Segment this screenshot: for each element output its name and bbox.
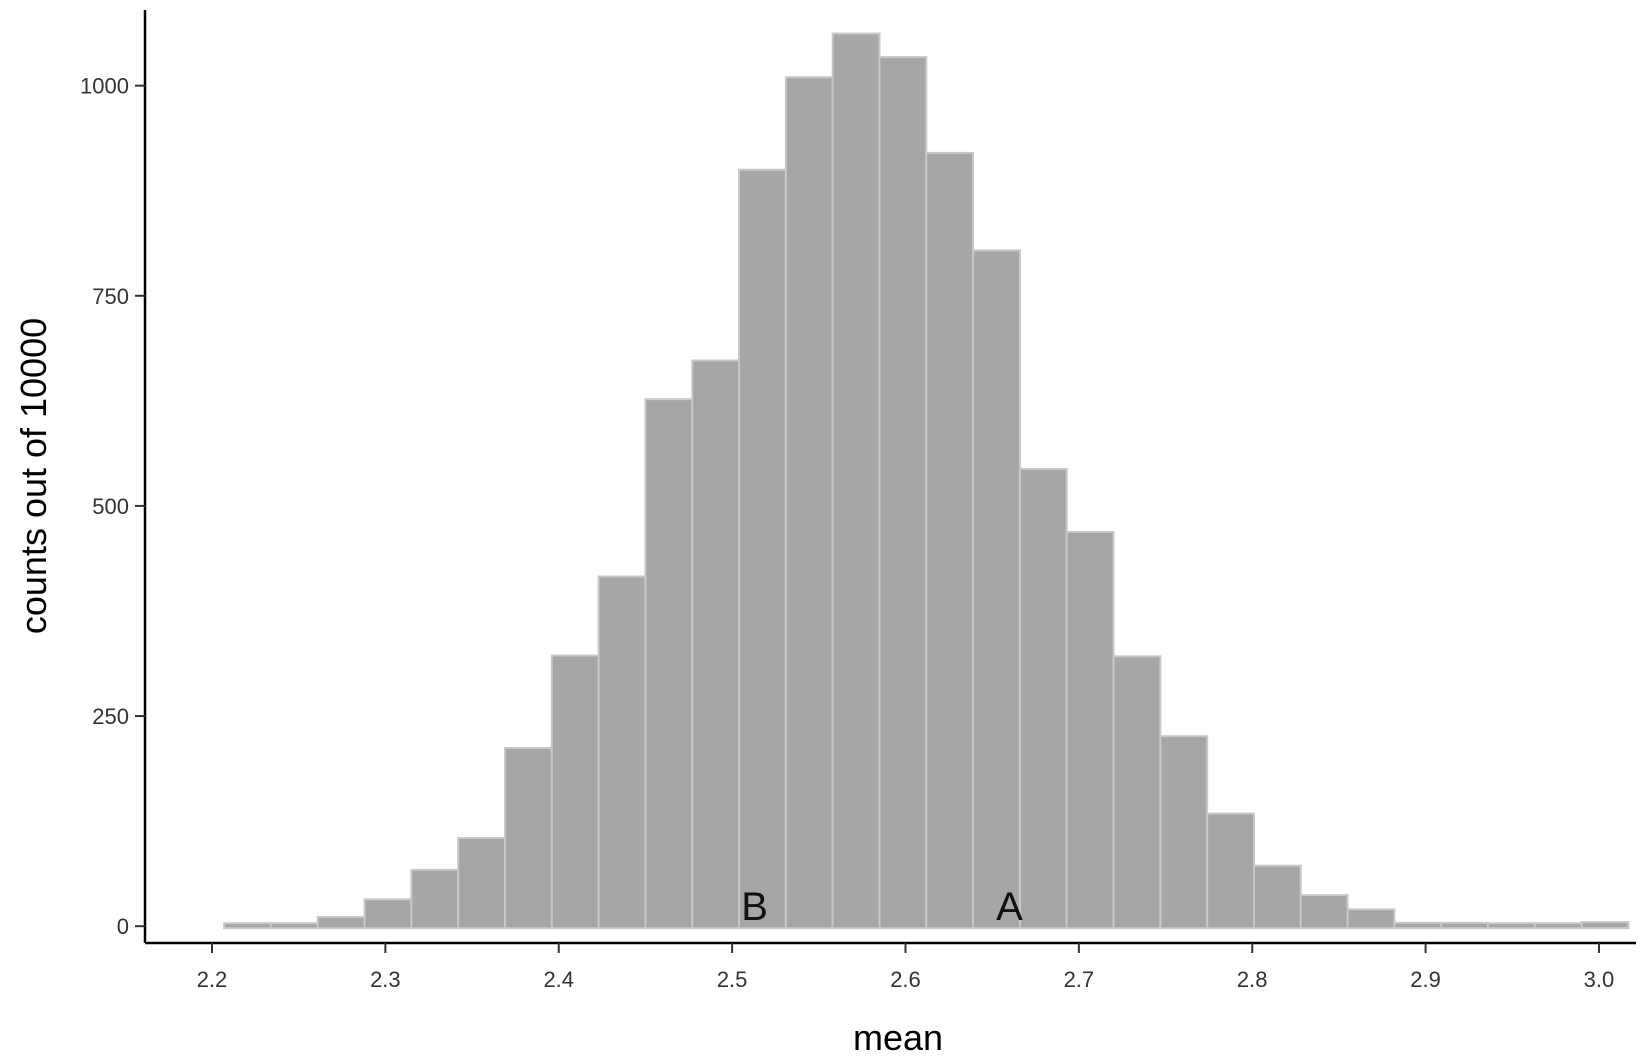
histogram-bar-16 — [972, 249, 1021, 930]
histogram-bar-24 — [1346, 908, 1396, 930]
annotation-a: A — [996, 885, 1023, 929]
histogram-bar-12 — [784, 76, 834, 930]
histogram-bar-23 — [1299, 894, 1349, 930]
x-tick-label-3: 2.5 — [717, 967, 748, 992]
histogram-bar-8 — [597, 575, 647, 930]
y-axis-ticks: 0 250 500 750 1000 — [80, 74, 145, 939]
histogram-bar-22 — [1252, 864, 1302, 930]
histogram-bar-4 — [410, 868, 460, 930]
histogram-bar-15 — [925, 151, 975, 930]
x-tick-label-6: 2.8 — [1237, 967, 1268, 992]
histogram-bar-5 — [457, 836, 506, 930]
x-axis-title: mean — [853, 1017, 943, 1058]
histogram-bar-7 — [550, 654, 600, 930]
x-tick-label-5: 2.7 — [1064, 967, 1095, 992]
x-tick-label-4: 2.6 — [890, 967, 921, 992]
x-tick-label-8: 3.0 — [1584, 967, 1615, 992]
y-tick-label-1: 250 — [92, 704, 129, 729]
x-tick-label-2: 2.4 — [543, 967, 574, 992]
histogram-bar-29 — [1580, 920, 1630, 930]
y-tick-label-4: 1000 — [80, 74, 129, 99]
annotation-b: B — [741, 885, 768, 929]
histogram-bar-9 — [644, 398, 694, 930]
x-tick-label-7: 2.9 — [1410, 967, 1441, 992]
histogram-bar-1 — [269, 922, 319, 930]
x-axis-ticks: 2.2 2.3 2.4 2.5 2.6 2.7 2.8 2.9 3.0 — [197, 943, 1615, 992]
histogram-bar-6 — [503, 746, 553, 930]
histogram-bars — [223, 32, 1630, 930]
histogram-bar-19 — [1112, 655, 1162, 930]
histogram-bar-26 — [1440, 921, 1490, 930]
histogram-bar-2 — [316, 915, 366, 930]
y-axis-title: counts out of 10000 — [13, 318, 54, 634]
histogram-bar-10 — [691, 359, 741, 930]
histogram-bar-21 — [1206, 812, 1255, 930]
y-tick-label-2: 500 — [92, 494, 129, 519]
histogram-bar-17 — [1018, 467, 1068, 930]
histogram-bar-14 — [878, 56, 928, 930]
histogram-bar-27 — [1487, 922, 1536, 930]
histogram-bar-0 — [223, 922, 272, 930]
histogram-bar-3 — [363, 898, 413, 930]
histogram-bar-11 — [738, 168, 787, 930]
y-tick-label-3: 750 — [92, 284, 129, 309]
x-tick-label-0: 2.2 — [197, 967, 228, 992]
histogram-bar-25 — [1393, 921, 1443, 930]
histogram-bar-13 — [831, 32, 881, 930]
x-tick-label-1: 2.3 — [370, 967, 401, 992]
histogram-bar-18 — [1065, 530, 1115, 930]
histogram-bar-28 — [1533, 922, 1583, 930]
y-tick-label-0: 0 — [117, 914, 129, 939]
histogram-bar-20 — [1159, 735, 1209, 930]
